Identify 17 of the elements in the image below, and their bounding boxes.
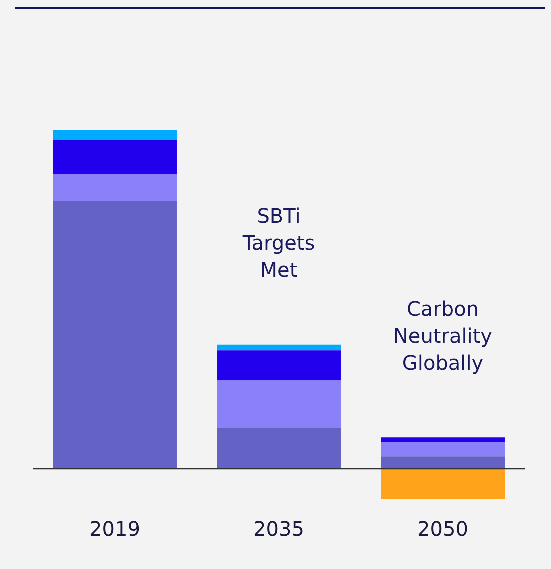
bar <box>381 442 505 457</box>
annotation: SBTi Targets Met <box>242 204 316 282</box>
x-tick-label: 2019 <box>90 517 140 542</box>
x-tick-label: 2050 <box>418 517 468 542</box>
bar <box>53 201 177 469</box>
annotation: Carbon Neutrality Globally <box>393 296 493 375</box>
bar <box>217 428 341 469</box>
bar <box>217 344 341 351</box>
bar <box>53 140 177 175</box>
bar <box>381 468 505 499</box>
bar <box>381 438 505 442</box>
bar <box>53 174 177 202</box>
bar <box>217 350 341 381</box>
x-tick-label: 2035 <box>254 517 304 542</box>
bar <box>381 456 505 469</box>
bar <box>53 130 177 141</box>
bar <box>217 380 341 428</box>
